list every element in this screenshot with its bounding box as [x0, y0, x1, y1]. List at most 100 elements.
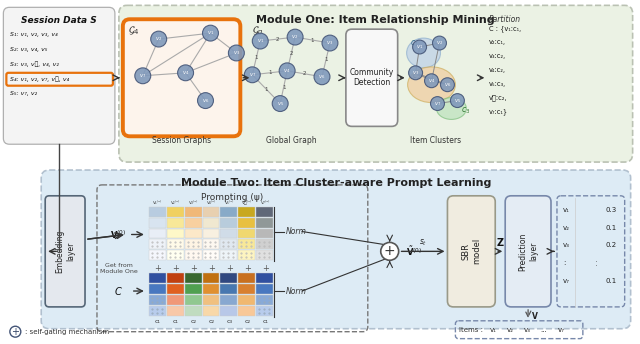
Text: $v_2$: $v_2$: [291, 33, 299, 41]
Text: C : {v₁:c₁,: C : {v₁:c₁,: [489, 25, 522, 32]
Bar: [148, 228, 166, 238]
FancyBboxPatch shape: [45, 196, 85, 307]
Text: +: +: [244, 264, 251, 273]
Bar: [220, 250, 237, 260]
Ellipse shape: [436, 98, 467, 119]
Bar: [202, 228, 220, 238]
Text: Session Data S: Session Data S: [21, 16, 97, 25]
Text: v₇⁽⁰⁾: v₇⁽⁰⁾: [260, 200, 270, 205]
Text: Norm: Norm: [286, 227, 307, 236]
Text: $c_1$: $c_1$: [410, 38, 419, 49]
Text: v₃: v₃: [524, 327, 531, 333]
Text: $v_7$: $v_7$: [248, 71, 256, 79]
Bar: [238, 239, 255, 249]
Circle shape: [244, 67, 260, 83]
Circle shape: [431, 97, 444, 110]
Text: Module Two: Item Cluster-aware Prompt Learning: Module Two: Item Cluster-aware Prompt Le…: [180, 178, 491, 188]
Text: 1: 1: [282, 85, 285, 90]
Circle shape: [440, 78, 454, 92]
Bar: [166, 284, 184, 294]
Text: Get from
Module One: Get from Module One: [100, 263, 138, 274]
Bar: [148, 250, 166, 260]
Text: v₂:c₁,: v₂:c₁,: [489, 39, 506, 45]
Bar: [220, 306, 237, 316]
Text: v₂: v₂: [507, 327, 514, 333]
Text: Community
Detection: Community Detection: [349, 68, 394, 87]
Circle shape: [10, 326, 21, 337]
Text: c₂: c₂: [244, 319, 250, 324]
Bar: [220, 284, 237, 294]
Circle shape: [272, 96, 288, 111]
Text: v₅⁽⁰⁾: v₅⁽⁰⁾: [225, 200, 234, 205]
Text: Embedding
layer: Embedding layer: [56, 230, 75, 273]
Bar: [220, 228, 237, 238]
Text: v₁: v₁: [490, 327, 497, 333]
Text: S₃: v₃, v⁦, v₄, v₂: S₃: v₃, v⁦, v₄, v₂: [10, 61, 60, 67]
Text: +: +: [154, 264, 161, 273]
Bar: [256, 239, 273, 249]
Circle shape: [408, 66, 422, 80]
Text: $v_6$: $v_6$: [202, 97, 209, 105]
Bar: [148, 239, 166, 249]
Text: $v_4$: $v_4$: [284, 67, 291, 75]
Bar: [238, 295, 255, 305]
FancyBboxPatch shape: [505, 196, 551, 307]
FancyBboxPatch shape: [3, 7, 115, 144]
Bar: [220, 239, 237, 249]
Bar: [220, 273, 237, 283]
Circle shape: [135, 68, 151, 84]
FancyBboxPatch shape: [447, 196, 495, 307]
Bar: [202, 239, 220, 249]
Text: $c_3$: $c_3$: [461, 106, 470, 116]
Text: $\mathcal{G}_4$: $\mathcal{G}_4$: [128, 24, 140, 37]
Text: 0.3: 0.3: [605, 207, 617, 213]
Bar: [220, 295, 237, 305]
Circle shape: [413, 40, 426, 54]
Text: 1: 1: [311, 37, 314, 43]
Text: v₃: v₃: [563, 243, 570, 248]
Circle shape: [322, 35, 338, 51]
Bar: [220, 207, 237, 217]
Bar: [202, 207, 220, 217]
Text: v₁⁽⁰⁾: v₁⁽⁰⁾: [153, 200, 163, 205]
Text: 1: 1: [264, 87, 268, 92]
Text: +: +: [208, 264, 215, 273]
Text: 1: 1: [324, 57, 328, 62]
Bar: [256, 284, 273, 294]
Text: $v_7$: $v_7$: [139, 72, 147, 80]
Bar: [238, 284, 255, 294]
Bar: [202, 250, 220, 260]
Text: $v_3$: $v_3$: [412, 69, 419, 77]
Text: v₂⁽⁰⁾: v₂⁽⁰⁾: [171, 200, 180, 205]
Text: 2: 2: [303, 71, 307, 76]
Bar: [256, 218, 273, 227]
Bar: [166, 295, 184, 305]
Text: Prompting (ψ): Prompting (ψ): [201, 193, 264, 202]
Bar: [166, 239, 184, 249]
Text: Items :: Items :: [460, 327, 483, 333]
Bar: [166, 273, 184, 283]
Bar: [256, 228, 273, 238]
Bar: [238, 228, 255, 238]
Circle shape: [151, 31, 166, 47]
Bar: [166, 306, 184, 316]
Bar: [202, 306, 220, 316]
FancyBboxPatch shape: [41, 170, 630, 329]
Text: SBR
model: SBR model: [461, 238, 481, 265]
Bar: [256, 250, 273, 260]
Text: v₇: v₇: [563, 278, 570, 284]
Text: $v_6$: $v_6$: [318, 73, 326, 81]
Text: c₁: c₁: [155, 319, 161, 324]
Text: $v_1$: $v_1$: [257, 37, 264, 45]
Text: v₄⁽⁰⁾: v₄⁽⁰⁾: [207, 200, 216, 205]
Text: $\tilde{\mathbf{V}}^{(0)}$: $\tilde{\mathbf{V}}^{(0)}$: [406, 245, 422, 258]
Circle shape: [424, 74, 438, 88]
Text: $v_3$: $v_3$: [326, 39, 333, 47]
Text: +: +: [190, 264, 197, 273]
Text: 1: 1: [255, 55, 258, 61]
Text: $v_5$: $v_5$: [276, 100, 284, 108]
Text: 0.1: 0.1: [605, 278, 617, 284]
Text: $\mathbf{Z}$: $\mathbf{Z}$: [496, 236, 504, 248]
Text: +: +: [384, 244, 396, 258]
Text: c₃: c₃: [227, 319, 232, 324]
